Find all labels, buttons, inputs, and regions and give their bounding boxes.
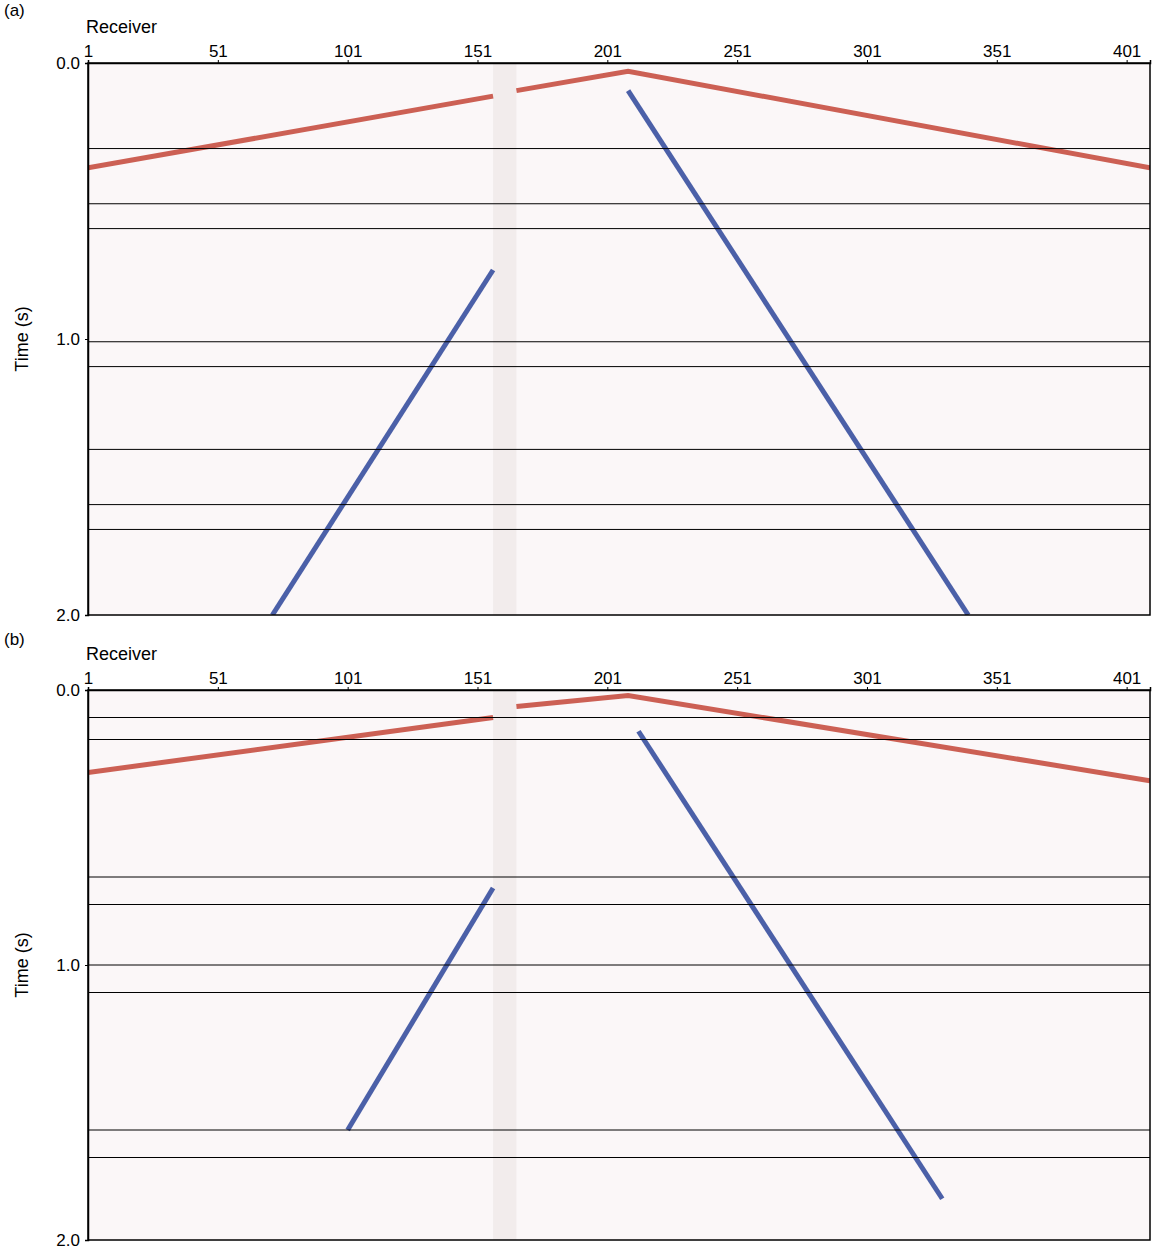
x-tick: 151 <box>464 42 492 63</box>
x-axis-title: Receiver <box>86 644 157 664</box>
time-line <box>88 1157 1150 1158</box>
time-line <box>88 529 1150 530</box>
y-axis-line <box>85 64 89 616</box>
y-tick: 2.0 <box>56 606 88 625</box>
x-tick: 201 <box>594 669 622 690</box>
time-line <box>88 717 1150 718</box>
x-tick: 1 <box>84 669 93 690</box>
panel-letter: (a) <box>4 1 25 20</box>
x-tick-label: 101 <box>334 42 362 61</box>
y-tick-mark <box>85 965 88 966</box>
y-tick: 0.0 <box>56 54 88 73</box>
event-line <box>516 71 1150 168</box>
y-axis-title: Time (s) <box>12 306 32 371</box>
plot-marks <box>88 690 1150 1240</box>
y-axis: 0.0 1.0 2.0 <box>56 681 88 1250</box>
figure: 1511011512012513013514010.01.02.0(a)Rece… <box>0 0 1156 1259</box>
x-tick: 401 <box>1113 669 1141 690</box>
y-axis: 0.0 1.0 2.0 <box>56 54 88 625</box>
x-tick: 151 <box>464 669 492 690</box>
x-tick-label: 151 <box>464 42 492 61</box>
y-tick-mark <box>85 690 88 691</box>
x-tick: 351 <box>983 669 1011 690</box>
y-tick: 1.0 <box>56 330 88 349</box>
receiver-gap <box>493 63 516 615</box>
x-tick-label: 351 <box>983 669 1011 688</box>
y-tick-mark <box>85 339 88 340</box>
x-tick: 51 <box>209 669 228 690</box>
x-axis-title: Receiver <box>86 17 157 37</box>
x-tick-label: 51 <box>209 42 228 61</box>
x-tick-label: 101 <box>334 669 362 688</box>
y-tick: 2.0 <box>56 1231 88 1250</box>
y-tick: 1.0 <box>56 956 88 975</box>
x-tick: 251 <box>723 42 751 63</box>
x-tick-label: 351 <box>983 42 1011 61</box>
y-axis-line <box>85 691 89 1241</box>
event-line <box>516 696 1150 781</box>
event-line <box>628 91 968 615</box>
event-line <box>88 96 493 168</box>
time-line <box>88 228 1150 229</box>
y-axis-title: Time (s) <box>12 932 32 997</box>
x-tick-label: 251 <box>723 669 751 688</box>
y-tick-mark <box>85 615 88 616</box>
time-line <box>88 341 1150 342</box>
x-axis: 151101151201251301351401 <box>84 42 1151 64</box>
x-tick-label: 401 <box>1113 669 1141 688</box>
y-tick-label: 0.0 <box>56 681 80 700</box>
x-tick: 101 <box>334 669 362 690</box>
x-tick-label: 201 <box>594 42 622 61</box>
event-line <box>272 270 493 615</box>
panel: 1511011512012513013514010.01.02.0(b)Rece… <box>4 630 1151 1250</box>
plot-marks <box>88 63 1150 615</box>
x-tick: 351 <box>983 42 1011 63</box>
time-line <box>88 1130 1150 1131</box>
x-tick-label: 251 <box>723 42 751 61</box>
panel: 1511011512012513013514010.01.02.0(a)Rece… <box>4 1 1151 625</box>
x-axis: 151101151201251301351401 <box>84 669 1151 691</box>
x-tick: 301 <box>853 42 881 63</box>
x-tick: 51 <box>209 42 228 63</box>
time-line <box>88 148 1150 149</box>
time-line <box>88 366 1150 367</box>
x-tick: 201 <box>594 42 622 63</box>
y-tick: 0.0 <box>56 681 88 700</box>
x-tick-label: 151 <box>464 669 492 688</box>
time-line <box>88 203 1150 204</box>
x-tick-label: 301 <box>853 669 881 688</box>
x-tick: 1 <box>84 42 93 63</box>
y-tick-label: 1.0 <box>56 956 80 975</box>
x-tick: 301 <box>853 669 881 690</box>
x-tick: 251 <box>723 669 751 690</box>
x-tick-label: 51 <box>209 669 228 688</box>
y-tick-mark <box>85 1240 88 1241</box>
time-line <box>88 504 1150 505</box>
time-line <box>88 904 1150 905</box>
panel-letter: (b) <box>4 630 25 649</box>
plot-frame <box>88 690 1150 1240</box>
plot-frame <box>88 63 1150 615</box>
x-tick: 401 <box>1113 42 1141 63</box>
event-line <box>88 718 493 773</box>
x-tick-label: 401 <box>1113 42 1141 61</box>
x-tick-label: 201 <box>594 669 622 688</box>
x-tick-label: 301 <box>853 42 881 61</box>
y-tick-label: 2.0 <box>56 606 80 625</box>
time-line <box>88 992 1150 993</box>
x-tick-label: 1 <box>84 669 93 688</box>
x-tick-label: 1 <box>84 42 93 61</box>
y-tick-label: 0.0 <box>56 54 80 73</box>
time-line <box>88 739 1150 740</box>
time-line <box>88 449 1150 450</box>
plot-background <box>88 690 1150 1240</box>
time-line <box>88 965 1150 966</box>
time-line <box>88 877 1150 878</box>
x-tick: 101 <box>334 42 362 63</box>
y-tick-label: 1.0 <box>56 330 80 349</box>
event-line <box>348 888 493 1130</box>
y-tick-label: 2.0 <box>56 1231 80 1250</box>
y-tick-mark <box>85 63 88 64</box>
plot-background <box>88 63 1150 615</box>
